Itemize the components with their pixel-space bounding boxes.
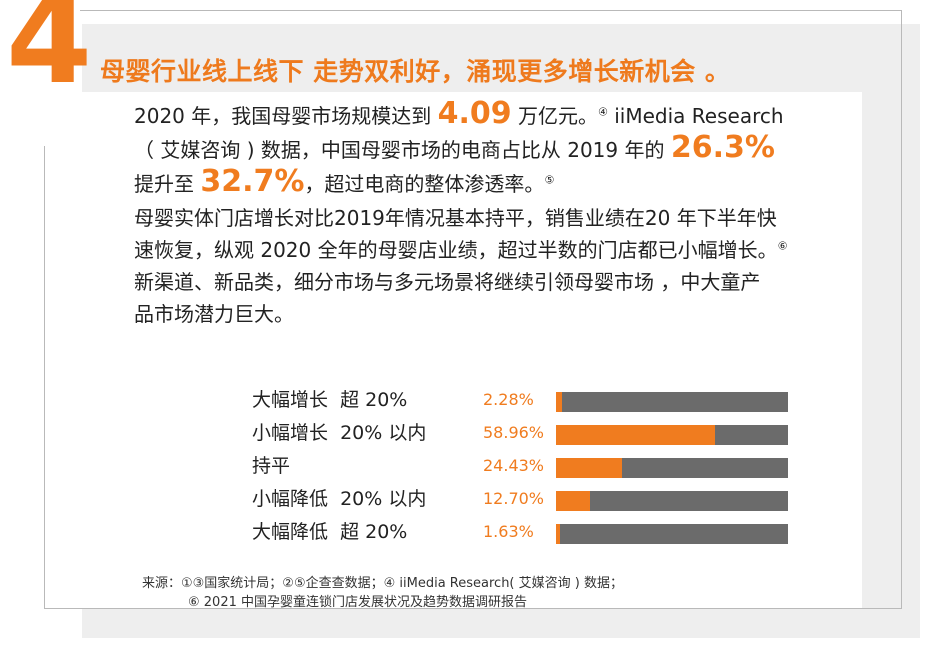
category-label: 持平: [252, 455, 291, 477]
footnote-marker: ⑥: [777, 239, 788, 253]
frame-line-right: [901, 10, 902, 608]
content-panel: [45, 92, 862, 608]
highlight-share-2020: 32.7%: [200, 164, 305, 199]
source-note: 来源：①③国家统计局；②⑤企查查数据；④ iiMedia Research( 艾…: [142, 574, 623, 612]
text: 提升至: [134, 172, 201, 196]
bar-track: [556, 392, 788, 412]
frame-line-top: [80, 10, 902, 11]
frame-line-bottom: [44, 608, 902, 609]
paragraph-line: 速恢复，纵观 2020 全年的母婴店业绩，超过半数的门店都已小幅增长。: [134, 238, 778, 262]
chart-row: 大幅降低 超 20% 1.63%: [252, 520, 792, 544]
text: 万亿元。: [511, 104, 599, 128]
bar: [556, 491, 591, 511]
text: ，超过电商的整体渗透率。: [304, 172, 545, 196]
value-label: 58.96%: [483, 423, 545, 442]
category-label: 小幅降低 20% 以内: [252, 488, 427, 510]
category-label: 大幅降低 超 20%: [252, 521, 408, 543]
paragraph-line: 新渠道、新品类，细分市场与多元场景将继续引领母婴市场 ，中大童产: [134, 270, 761, 294]
text: 2020 年，我国母婴市场规模达到: [134, 104, 438, 128]
bar: [556, 425, 715, 445]
text: iiMedia Research: [607, 104, 784, 128]
bar: [556, 458, 622, 478]
bar-track: [556, 491, 788, 511]
text: （ 艾媒咨询 ) 数据，中国母婴市场的电商占比从 2019 年的: [134, 138, 671, 162]
value-label: 2.28%: [483, 390, 534, 409]
paragraph-line: 品市场潜力巨大。: [134, 302, 294, 326]
paragraph-store-performance: 母婴实体门店增长对比2019年情况基本持平，销售业绩在20 年下半年快 速恢复，…: [134, 202, 874, 266]
chart-row: 大幅增长 超 20% 2.28%: [252, 388, 792, 412]
bar: [556, 392, 563, 412]
paragraph-market-size: 2020 年，我国母婴市场规模达到 4.09 万亿元。④ iiMedia Res…: [134, 98, 874, 200]
chart-row: 小幅增长 20% 以内 58.96%: [252, 421, 792, 445]
source-line: 来源：①③国家统计局；②⑤企查查数据；④ iiMedia Research( 艾…: [142, 576, 623, 591]
highlight-market-size: 4.09: [437, 96, 512, 131]
bar-track: [556, 458, 788, 478]
paragraph-new-channels: 新渠道、新品类，细分市场与多元场景将继续引领母婴市场 ，中大童产 品市场潜力巨大…: [134, 266, 874, 330]
section-number: 4: [6, 0, 93, 112]
bar: [556, 524, 561, 544]
paragraph-line: 母婴实体门店增长对比2019年情况基本持平，销售业绩在20 年下半年快: [134, 206, 777, 230]
value-label: 12.70%: [483, 489, 545, 508]
headline: 母婴行业线上线下 走势双利好，涌现更多增长新机会 。: [100, 57, 731, 86]
frame-line-left: [44, 146, 45, 609]
footnote-marker: ④: [598, 105, 608, 119]
value-label: 24.43%: [483, 456, 545, 475]
bar-track: [556, 425, 788, 445]
chart-row: 小幅降低 20% 以内 12.70%: [252, 487, 792, 511]
footnote-marker: ⑤: [544, 173, 555, 187]
highlight-share-2019: 26.3%: [670, 130, 775, 165]
source-line: ⑥ 2021 中国孕婴童连锁门店发展状况及趋势数据调研报告: [188, 595, 528, 610]
category-label: 小幅增长 20% 以内: [252, 422, 427, 444]
chart-row: 持平 24.43%: [252, 454, 792, 478]
category-label: 大幅增长 超 20%: [252, 389, 408, 411]
bar-track: [556, 524, 788, 544]
value-label: 1.63%: [483, 522, 534, 541]
